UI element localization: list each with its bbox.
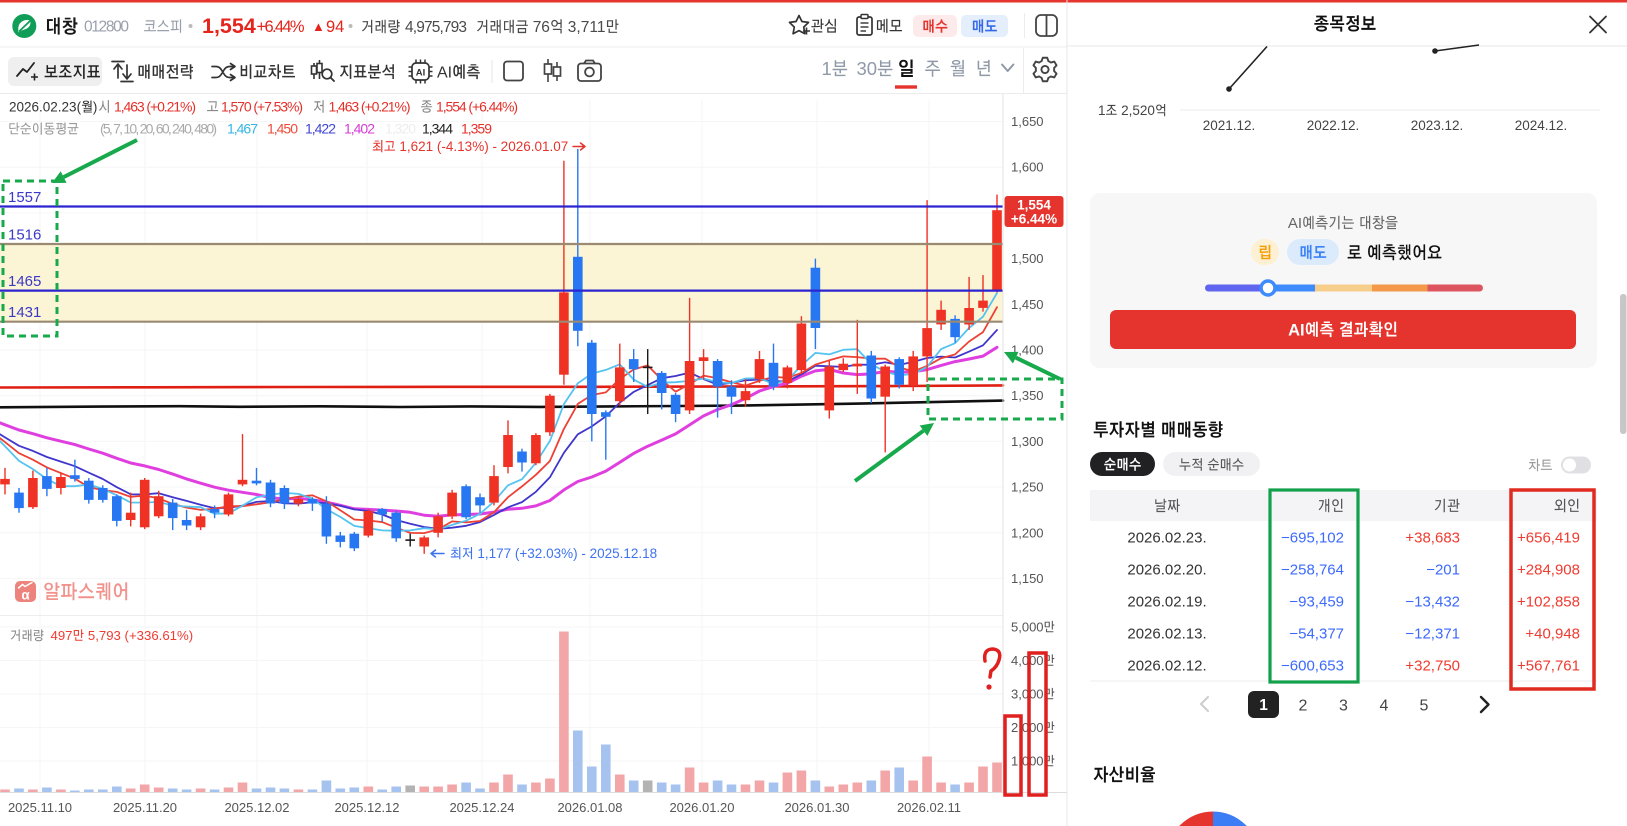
svg-text:5: 5 xyxy=(1420,698,1429,715)
svg-text:1,570 (+7.53%): 1,570 (+7.53%) xyxy=(221,99,303,115)
svg-text:−12,371: −12,371 xyxy=(1405,626,1460,643)
svg-text:1: 1 xyxy=(1259,697,1268,714)
svg-text:2025.11.10: 2025.11.10 xyxy=(8,800,72,815)
svg-text:1: 1 xyxy=(1098,103,1106,118)
svg-text:1,554: 1,554 xyxy=(202,14,256,38)
svg-text:497: 497 xyxy=(51,628,73,643)
svg-text:012800: 012800 xyxy=(84,19,129,36)
svg-text:2026.02.19.: 2026.02.19. xyxy=(1127,594,1206,611)
svg-text:1,350: 1,350 xyxy=(1011,388,1044,403)
svg-text:−201: −201 xyxy=(1426,562,1460,579)
svg-text:α: α xyxy=(21,588,30,603)
svg-text:−600,653: −600,653 xyxy=(1281,658,1344,675)
svg-text:2025.12.02: 2025.12.02 xyxy=(224,800,289,815)
svg-text:−93,459: −93,459 xyxy=(1289,594,1344,611)
svg-text:4,975,793: 4,975,793 xyxy=(405,19,467,36)
svg-text:1465: 1465 xyxy=(8,273,41,290)
svg-text:+40,948: +40,948 xyxy=(1525,626,1580,643)
svg-text:1,467: 1,467 xyxy=(227,121,258,137)
svg-text:1,621 (-4.13%) - 2026.01.07: 1,621 (-4.13%) - 2026.01.07 xyxy=(399,139,568,154)
svg-text:1,344: 1,344 xyxy=(422,121,453,137)
svg-text:1,250: 1,250 xyxy=(1011,480,1044,495)
svg-text:): ) xyxy=(93,100,98,115)
svg-text:4: 4 xyxy=(1380,698,1389,715)
svg-text:1,500: 1,500 xyxy=(1011,251,1044,266)
svg-text:1,359: 1,359 xyxy=(461,121,492,137)
svg-text:1,554: 1,554 xyxy=(1017,198,1051,213)
svg-text:1,554 (+6.44%): 1,554 (+6.44%) xyxy=(436,99,518,115)
svg-text:1,400: 1,400 xyxy=(1011,343,1044,358)
svg-text:1,150: 1,150 xyxy=(1011,571,1044,586)
svg-text:2026.02.13.: 2026.02.13. xyxy=(1127,626,1206,643)
svg-text:(5, 7, 10, 20, 60, 240, 480): (5, 7, 10, 20, 60, 240, 480) xyxy=(100,121,217,137)
svg-text:+38,683: +38,683 xyxy=(1405,530,1460,547)
svg-text:2022.12.: 2022.12. xyxy=(1307,118,1360,133)
svg-text:1,200: 1,200 xyxy=(1011,525,1044,540)
svg-text:1,600: 1,600 xyxy=(1011,160,1044,175)
svg-text:1431: 1431 xyxy=(8,304,41,321)
svg-text:AI: AI xyxy=(1288,215,1302,232)
svg-text:5,000: 5,000 xyxy=(1011,620,1044,635)
svg-text:2025.12.12: 2025.12.12 xyxy=(334,800,399,815)
svg-text:2026.01.20: 2026.01.20 xyxy=(669,800,734,815)
svg-text:5,793 (+336.61%): 5,793 (+336.61%) xyxy=(88,628,193,643)
svg-text:−695,102: −695,102 xyxy=(1281,530,1344,547)
svg-text:1: 1 xyxy=(822,58,832,79)
svg-text:3: 3 xyxy=(1339,698,1348,715)
svg-text:▲: ▲ xyxy=(312,19,325,34)
svg-text:1557: 1557 xyxy=(8,189,41,206)
svg-text:1,320: 1,320 xyxy=(385,121,416,137)
svg-text:1,650: 1,650 xyxy=(1011,114,1044,129)
svg-text:2023.12.: 2023.12. xyxy=(1411,118,1464,133)
svg-text:1,422: 1,422 xyxy=(305,121,336,137)
svg-text:2026.01.08: 2026.01.08 xyxy=(557,800,622,815)
svg-text:2026.02.23(: 2026.02.23( xyxy=(9,100,82,115)
svg-text:−258,764: −258,764 xyxy=(1281,562,1344,579)
svg-text:2024.12.: 2024.12. xyxy=(1515,118,1568,133)
svg-text:2026.01.30: 2026.01.30 xyxy=(784,800,849,815)
svg-text:2: 2 xyxy=(1299,698,1308,715)
svg-text:1,300: 1,300 xyxy=(1011,434,1044,449)
svg-text:2026.02.23.: 2026.02.23. xyxy=(1127,530,1206,547)
svg-text:94: 94 xyxy=(326,18,344,36)
svg-text:1,402: 1,402 xyxy=(344,121,375,137)
svg-text:2026.02.20.: 2026.02.20. xyxy=(1127,562,1206,579)
svg-text:AI: AI xyxy=(1288,322,1305,340)
svg-text:2021.12.: 2021.12. xyxy=(1203,118,1256,133)
svg-text:1,450: 1,450 xyxy=(267,121,298,137)
svg-text:AI: AI xyxy=(416,68,426,79)
svg-text:+102,858: +102,858 xyxy=(1517,594,1580,611)
svg-text:2025.12.24: 2025.12.24 xyxy=(449,800,514,815)
svg-text:1516: 1516 xyxy=(8,227,41,244)
svg-text:1,463 (+0.21%): 1,463 (+0.21%) xyxy=(329,99,411,115)
svg-text:2026.02.12.: 2026.02.12. xyxy=(1127,658,1206,675)
svg-text:30: 30 xyxy=(857,58,878,79)
svg-text:+284,908: +284,908 xyxy=(1517,562,1580,579)
svg-text:3,711: 3,711 xyxy=(568,19,606,36)
svg-text:AI: AI xyxy=(437,65,452,82)
svg-text:1,450: 1,450 xyxy=(1011,297,1044,312)
svg-text:76: 76 xyxy=(533,19,550,36)
svg-text:2026.02.11: 2026.02.11 xyxy=(897,800,961,815)
svg-text:2,520: 2,520 xyxy=(1121,103,1155,118)
svg-text:+656,419: +656,419 xyxy=(1517,530,1580,547)
svg-text:+6.44%: +6.44% xyxy=(1011,212,1057,227)
svg-text:−13,432: −13,432 xyxy=(1405,594,1460,611)
svg-text:−54,377: −54,377 xyxy=(1289,626,1344,643)
svg-text:+567,761: +567,761 xyxy=(1517,658,1580,675)
svg-text:+6.44%: +6.44% xyxy=(257,18,305,36)
svg-text:2025.11.20: 2025.11.20 xyxy=(113,800,177,815)
svg-text:+32,750: +32,750 xyxy=(1405,658,1460,675)
svg-text:1,463 (+0.21%): 1,463 (+0.21%) xyxy=(114,99,196,115)
svg-text:1,177 (+32.03%) - 2025.12.18: 1,177 (+32.03%) - 2025.12.18 xyxy=(477,546,657,561)
